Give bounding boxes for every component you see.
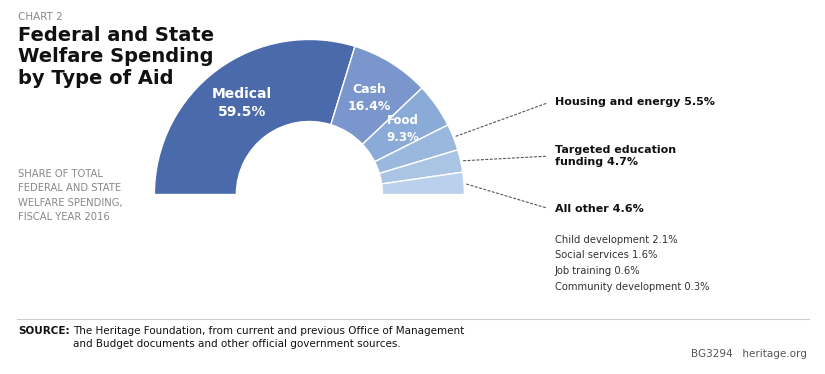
Text: SHARE OF TOTAL
FEDERAL AND STATE
WELFARE SPENDING,
FISCAL YEAR 2016: SHARE OF TOTAL FEDERAL AND STATE WELFARE… [18,169,123,222]
Text: Community development 0.3%: Community development 0.3% [555,282,710,291]
Text: All other 4.6%: All other 4.6% [555,204,644,214]
Wedge shape [380,150,463,184]
Text: Food
9.3%: Food 9.3% [386,114,419,144]
Text: SOURCE:: SOURCE: [18,326,69,336]
Wedge shape [331,46,422,144]
Text: Medical
59.5%: Medical 59.5% [211,87,271,119]
Text: Federal and State
Welfare Spending
by Type of Aid: Federal and State Welfare Spending by Ty… [18,26,215,88]
Text: BG3294   heritage.org: BG3294 heritage.org [691,349,807,359]
Text: Housing and energy 5.5%: Housing and energy 5.5% [555,97,715,107]
Wedge shape [362,88,448,162]
Text: Cash
16.4%: Cash 16.4% [348,83,391,113]
Text: CHART 2: CHART 2 [18,12,63,22]
Text: Targeted education
funding 4.7%: Targeted education funding 4.7% [555,145,676,167]
Wedge shape [382,172,464,194]
Text: Social services 1.6%: Social services 1.6% [555,251,658,261]
Text: The Heritage Foundation, from current and previous Office of Management
and Budg: The Heritage Foundation, from current an… [73,326,464,349]
Text: Child development 2.1%: Child development 2.1% [555,235,677,245]
Text: Job training 0.6%: Job training 0.6% [555,266,641,276]
Wedge shape [154,40,355,194]
Wedge shape [375,125,458,174]
